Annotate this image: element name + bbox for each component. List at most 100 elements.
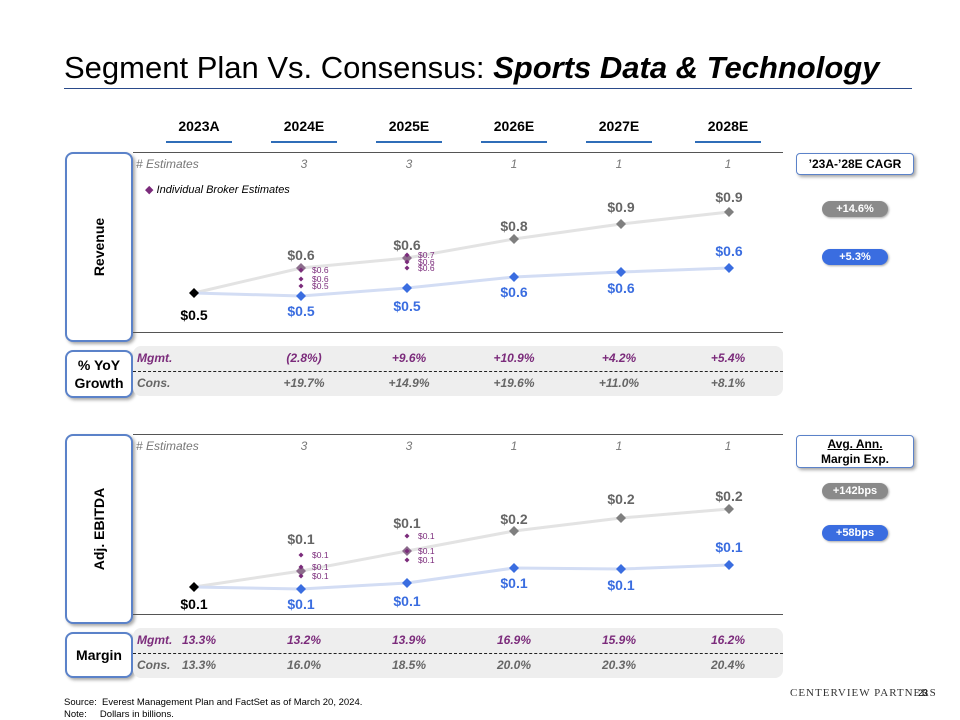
year-underline	[481, 141, 547, 143]
actual-point	[189, 582, 199, 592]
margin-mgmt-cell: 16.9%	[496, 633, 532, 647]
ebitda-estimate-count: 1	[510, 439, 518, 453]
margin-cons-cell: 20.3%	[601, 658, 637, 672]
mgmt-value-label: $0.6	[715, 243, 742, 259]
mgmt-line	[193, 563, 730, 591]
mgmt-point	[509, 563, 519, 573]
note-text: Dollars in billions.	[99, 709, 174, 720]
margin-mgmt-pill: +58bps	[822, 525, 888, 541]
margin-mgmt-cell: 16.2%	[710, 633, 746, 647]
consensus-value-label: $0.6	[287, 247, 314, 263]
year-header-2027: 2027E	[598, 118, 640, 134]
consensus-value-label: $0.6	[393, 237, 420, 253]
broker-estimate-point	[298, 573, 304, 579]
margin-mgmt-cell: 15.9%	[601, 633, 637, 647]
growth-cons-cell: +19.6%	[493, 376, 535, 390]
company-logo: CENTERVIEW PARTNERS	[790, 687, 937, 699]
consensus-line	[193, 507, 730, 589]
growth-cons-cell: +19.7%	[283, 376, 325, 390]
year-header-2026: 2026E	[493, 118, 535, 134]
revenue-estimate-count: 3	[405, 157, 413, 171]
growth-cons-cell: +14.9%	[388, 376, 430, 390]
revenue-side-label: Revenue	[65, 152, 133, 342]
ebitda-estimate-count: 1	[724, 439, 732, 453]
margin-mgmt-cell: 13.9%	[391, 633, 427, 647]
mgmt-value-label: $0.5	[287, 303, 314, 319]
consensus-line	[193, 210, 730, 295]
consensus-point	[296, 566, 306, 576]
mgmt-point	[616, 267, 626, 277]
broker-estimate-label: $0.1	[312, 571, 329, 581]
revenue-estimate-count: 1	[615, 157, 623, 171]
revenue-estimate-count: 1	[510, 157, 518, 171]
margin-side-label: Margin	[65, 632, 133, 678]
margin-mgmt-label: Mgmt.	[137, 633, 173, 647]
broker-estimate-label: $0.6	[418, 257, 435, 267]
title-plain: Segment Plan Vs. Consensus:	[64, 50, 494, 85]
footnote: Note: Dollars in billions.	[64, 709, 174, 720]
consensus-value-label: $0.8	[500, 218, 527, 234]
ebitda-estimates-label: # Estimates	[136, 439, 199, 453]
consensus-value-label: $0.2	[715, 488, 742, 504]
growth-side-text: % YoY Growth	[74, 357, 124, 391]
consensus-value-label: $0.2	[500, 511, 527, 527]
consensus-value-label: $0.1	[393, 515, 420, 531]
broker-estimate-label: $0.1	[418, 531, 435, 541]
cagr-box: ’23A-’28E CAGR	[796, 153, 914, 175]
ebitda-top-rule	[133, 434, 783, 435]
year-header-2028: 2028E	[707, 118, 749, 134]
consensus-point	[402, 253, 412, 263]
revenue-top-rule	[133, 152, 783, 153]
page-number: 23	[918, 688, 929, 698]
year-header-2023: 2023A	[178, 118, 220, 134]
mgmt-point	[509, 272, 519, 282]
actual-value-label: $0.1	[180, 596, 207, 612]
mgmt-point	[296, 584, 306, 594]
growth-mgmt-cell: +10.9%	[493, 351, 535, 365]
margin-mgmt-cell: 13.2%	[286, 633, 322, 647]
mgmt-value-label: $0.1	[500, 575, 527, 591]
page-title: Segment Plan Vs. Consensus: Sports Data …	[64, 50, 879, 86]
broker-estimate-label: $0.6	[312, 274, 329, 284]
growth-mgmt-cell: (2.8%)	[286, 351, 322, 365]
cagr-consensus-pill: +14.6%	[822, 201, 888, 217]
growth-cons-cell: +8.1%	[710, 376, 746, 390]
consensus-point	[724, 504, 734, 514]
consensus-value-label: $0.1	[287, 531, 314, 547]
revenue-estimate-count: 1	[724, 157, 732, 171]
mgmt-point	[296, 291, 306, 301]
margin-side-text: Margin	[76, 647, 122, 663]
broker-estimate-point	[404, 548, 410, 554]
ebitda-side-label: Adj. EBITDA	[65, 434, 133, 624]
broker-estimate-label: $0.1	[418, 555, 435, 565]
revenue-bottom-rule	[133, 332, 783, 333]
year-underline	[695, 141, 761, 143]
margin-cons-cell: 20.4%	[710, 658, 746, 672]
year-header-2024: 2024E	[283, 118, 325, 134]
actual-value-label: $0.5	[180, 307, 207, 323]
growth-mgmt-label: Mgmt.	[137, 351, 173, 365]
margin-cons-cell: 18.5%	[391, 658, 427, 672]
consensus-value-label: $0.9	[715, 189, 742, 205]
source-label: Source:	[64, 697, 97, 708]
margin-cons-cell: 16.0%	[286, 658, 322, 672]
title-emphasis: Sports Data & Technology	[493, 50, 880, 85]
mgmt-value-label: $0.1	[607, 577, 634, 593]
mgmt-point	[616, 564, 626, 574]
mgmt-point	[402, 283, 412, 293]
broker-estimate-point	[298, 276, 304, 282]
growth-mgmt-cell: +5.4%	[710, 351, 746, 365]
consensus-point	[509, 234, 519, 244]
title-rule	[64, 88, 912, 89]
growth-cons-label: Cons.	[137, 376, 171, 390]
cagr-mgmt-pill: +5.3%	[822, 249, 888, 265]
growth-mgmt-cell: +4.2%	[601, 351, 637, 365]
broker-estimate-point	[404, 252, 410, 258]
revenue-estimate-count: 3	[300, 157, 308, 171]
margin-cons-cell: 13.3%	[181, 658, 217, 672]
year-underline	[166, 141, 232, 143]
source-note: Source: Everest Management Plan and Fact…	[64, 697, 362, 708]
broker-estimate-point	[298, 564, 304, 570]
source-text: Everest Management Plan and FactSet as o…	[102, 697, 363, 708]
